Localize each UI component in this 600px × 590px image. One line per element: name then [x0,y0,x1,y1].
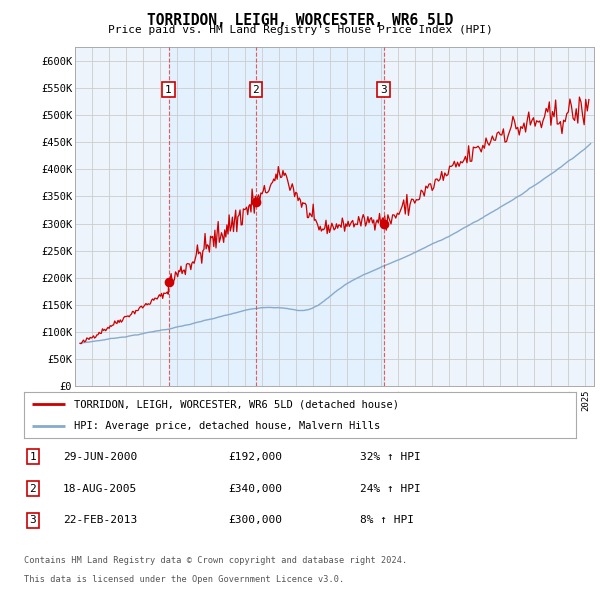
Text: 3: 3 [29,516,37,525]
Text: 1: 1 [165,84,172,94]
Text: 29-JUN-2000: 29-JUN-2000 [63,452,137,461]
Bar [169,47,383,386]
Text: Contains HM Land Registry data © Crown copyright and database right 2024.: Contains HM Land Registry data © Crown c… [24,556,407,565]
Text: 2: 2 [29,484,37,493]
Text: Price paid vs. HM Land Registry's House Price Index (HPI): Price paid vs. HM Land Registry's House … [107,25,493,35]
Text: £192,000: £192,000 [228,452,282,461]
Text: TORRIDON, LEIGH, WORCESTER, WR6 5LD (detached house): TORRIDON, LEIGH, WORCESTER, WR6 5LD (det… [74,399,398,409]
Text: 8% ↑ HPI: 8% ↑ HPI [360,516,414,525]
Text: £340,000: £340,000 [228,484,282,493]
Text: 1: 1 [29,452,37,461]
Text: £300,000: £300,000 [228,516,282,525]
Text: 18-AUG-2005: 18-AUG-2005 [63,484,137,493]
Text: HPI: Average price, detached house, Malvern Hills: HPI: Average price, detached house, Malv… [74,421,380,431]
Text: 24% ↑ HPI: 24% ↑ HPI [360,484,421,493]
Text: 3: 3 [380,84,387,94]
Text: 2: 2 [253,84,259,94]
Text: 32% ↑ HPI: 32% ↑ HPI [360,452,421,461]
Text: 22-FEB-2013: 22-FEB-2013 [63,516,137,525]
Text: TORRIDON, LEIGH, WORCESTER, WR6 5LD: TORRIDON, LEIGH, WORCESTER, WR6 5LD [147,13,453,28]
Text: This data is licensed under the Open Government Licence v3.0.: This data is licensed under the Open Gov… [24,575,344,584]
